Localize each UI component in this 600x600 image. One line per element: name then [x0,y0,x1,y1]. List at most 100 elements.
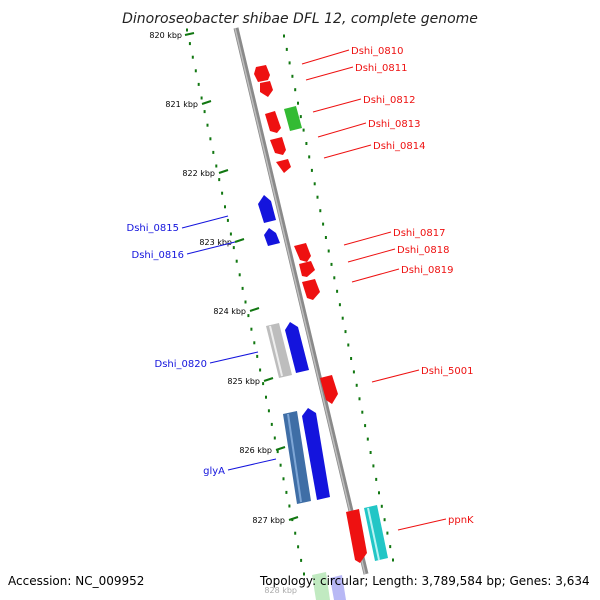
gene-arrow-dshi-0811[interactable] [260,81,273,97]
gene-label-dshi-0817[interactable]: Dshi_0817 [393,228,445,239]
gene-arrow-dshi-0810[interactable] [254,65,270,82]
ruler-dot [241,286,244,290]
gene-label-ppnk[interactable]: ppnK [448,515,474,526]
ruler-dot [389,545,392,549]
ruler-dot [209,137,212,141]
gene-arrow-dshi-0813[interactable] [284,106,302,131]
gene-arrow-glya[interactable] [302,408,330,500]
kbp-824: 824 kbp [213,307,260,316]
ruler-dot [294,531,297,535]
kbp-label: 827 kbp [252,516,285,525]
ruler-dot [350,357,353,360]
ruler-dot [344,330,347,334]
gene-arrow-dshi-0816[interactable] [264,228,280,246]
accession-text: Accession: NC_009952 [8,574,145,588]
gene-arrow-dshi-0818[interactable] [299,261,315,277]
ruler-dot [276,450,279,454]
ruler-dot [361,410,364,414]
kbp-tick [249,307,260,312]
ruler-dot [265,395,267,399]
kbp-label: 825 kbp [227,377,260,386]
ruler-dot [386,531,389,535]
gene-label-dshi-0812[interactable]: Dshi_0812 [363,95,415,106]
ruler-dot [194,69,197,73]
gene-arrow-dshi-5001[interactable] [320,375,338,404]
gene-arrow-dshi-0814-b[interactable] [276,159,291,173]
ruler-dot [200,96,203,100]
ruler-dot [330,262,333,266]
ruler-dot [305,142,308,145]
gene-label-dshi-0811[interactable]: Dshi_0811 [355,63,407,74]
ruler-dot [285,47,288,51]
gene-label-dshi-0818[interactable]: Dshi_0818 [397,245,449,256]
ruler-dot [244,300,247,304]
ruler-dot [355,383,358,387]
gene-block-cyan[interactable] [364,505,388,561]
kbp-822: 822 kbp [182,169,229,178]
gene-label-dshi-0814[interactable]: Dshi_0814 [373,141,425,152]
ruler-dot [282,477,285,481]
kbp-tick [201,100,212,105]
gene-arrow-dshi-0817[interactable] [294,243,311,262]
callout-lines [181,49,447,531]
ruler-dot [336,289,339,293]
gene-block-faint-blue [330,575,346,600]
gene-block-steel-highlight [287,413,302,503]
kbp-tick [184,32,195,36]
gene-block-faint-green [312,572,330,600]
ruler-dot [259,368,262,372]
genome-title: Dinoroseobacter shibae DFL 12, complete … [122,11,478,27]
gene-label-dshi-0810[interactable]: Dshi_0810 [351,46,403,57]
kbp-label: 824 kbp [213,307,246,316]
ruler-dot [188,42,191,46]
ruler-dot [235,259,238,263]
ruler-dot [383,518,386,522]
ruler-dot [186,28,188,32]
ruler-dot [226,218,229,222]
kbp-label: 821 kbp [165,100,198,109]
kbp-826: 826 kbp [239,446,286,455]
kbp-tick [218,169,229,174]
ruler-dot [392,558,394,562]
kbp-823: 823 kbp [199,238,245,247]
gene-arrow-dshi-0812[interactable] [265,111,281,133]
gene-arrow-dshi-0820[interactable] [285,322,309,373]
ruler-dot [238,273,241,277]
ruler-dot [288,504,291,508]
kbp-825: 825 kbp [227,377,274,386]
ruler-dot [375,477,378,481]
kbp-828: 828 kbp [264,586,297,595]
ruler-dot [299,115,302,119]
gene-label-dshi-0819[interactable]: Dshi_0819 [401,265,453,276]
ruler-dot [267,409,270,413]
ruler-dot [224,205,226,209]
ruler-dot [302,128,305,132]
gene-label-glya[interactable]: glyA [203,466,225,477]
ruler-dot [250,327,253,331]
gene-label-dshi-0816[interactable]: Dshi_0816 [132,250,184,261]
ruler-dot [358,397,361,401]
kbp-label: 823 kbp [199,238,232,247]
ruler-dot [203,110,206,114]
ruler-dot [341,316,344,320]
gene-label-dshi-0815[interactable]: Dshi_0815 [127,223,179,234]
ruler-dot [347,343,350,347]
ruler-dot [270,422,273,426]
gene-arrow-dshi-0815[interactable] [258,195,276,223]
ruler-dot [372,464,375,468]
ruler-dot [215,164,218,168]
gene-arrow-dshi-0814-a[interactable] [270,137,286,155]
gene-label-dshi-0813[interactable]: Dshi_0813 [368,119,420,130]
genome-backbone-highlight [234,27,366,575]
gene-arrow-ppnk[interactable] [346,509,367,563]
gene-arrow-dshi-0819[interactable] [302,279,320,300]
gene-block-cyan-highlight [367,507,380,561]
ruler-dot [291,74,294,78]
ruler-dot [279,463,282,467]
gene-label-dshi-0820[interactable]: Dshi_0820 [155,359,207,370]
kbp-827: 827 kbp [252,516,299,525]
kbp-label: 820 kbp [149,31,182,40]
kbp-label: 828 kbp [264,586,297,595]
gene-label-dshi-5001[interactable]: Dshi_5001 [421,366,473,377]
